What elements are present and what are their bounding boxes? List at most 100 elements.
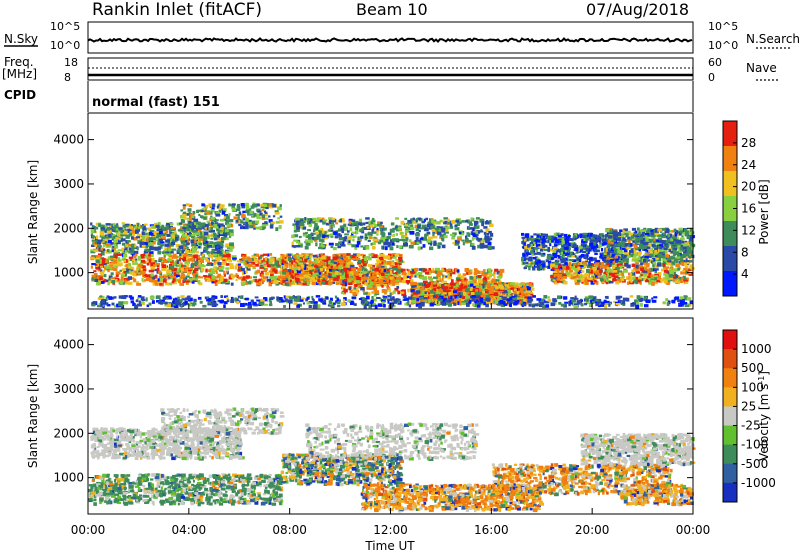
power-cell [386, 279, 389, 283]
power-cell [105, 226, 107, 229]
power-cell [251, 205, 255, 208]
power-cell [112, 250, 114, 253]
power-cell [320, 268, 323, 272]
power-cell [420, 227, 425, 229]
power-cell [231, 283, 234, 286]
freq-panel-frame [88, 58, 693, 80]
power-cell [198, 280, 201, 284]
power-cell [202, 254, 205, 257]
power-cell [433, 282, 436, 284]
power-cell [116, 275, 119, 277]
power-cell [465, 236, 467, 239]
power-cell [402, 272, 407, 275]
power-cell [186, 229, 190, 231]
power-cell [136, 236, 140, 238]
power-cell [121, 238, 126, 241]
power-cell [110, 265, 113, 267]
power-cell [186, 203, 190, 206]
power-cell [264, 221, 268, 224]
power-cell [225, 222, 228, 225]
power-cell [249, 225, 254, 228]
power-cell [119, 281, 123, 285]
power-cell [180, 209, 183, 211]
power-cell [368, 232, 372, 235]
power-cell [286, 281, 290, 283]
power-cell [428, 268, 431, 270]
power-cell [330, 233, 333, 236]
power-cell [388, 289, 391, 292]
power-cell [259, 265, 263, 267]
power-cell [291, 260, 293, 264]
power-cell [489, 291, 494, 294]
power-cell [479, 289, 482, 292]
power-cell [162, 244, 165, 246]
power-cell [236, 279, 238, 281]
power-cell [163, 231, 165, 234]
power-cell [134, 244, 136, 247]
power-cell [142, 278, 144, 282]
power-cell [106, 266, 110, 269]
power-cell [385, 239, 389, 242]
power-cell [435, 228, 440, 231]
power-cell [334, 262, 337, 264]
power-cell [445, 227, 450, 230]
power-cell [349, 274, 352, 276]
power-cell [132, 262, 134, 265]
power-cell [195, 274, 198, 277]
power-cell [137, 247, 139, 250]
power-cell [303, 283, 307, 286]
power-cell [343, 254, 347, 257]
power-cell [451, 279, 454, 283]
power-cell [245, 226, 249, 230]
power-cell [431, 278, 433, 281]
power-cell [310, 255, 312, 257]
power-cell [372, 272, 376, 275]
power-cell [231, 274, 234, 277]
power-cell [301, 244, 303, 247]
power-cell [321, 243, 323, 247]
power-cell [246, 222, 248, 225]
power-cell [493, 274, 495, 278]
power-cell [208, 254, 210, 257]
power-cell [205, 227, 207, 230]
power-cell [442, 245, 446, 249]
power-cell [419, 276, 421, 279]
power-cell [409, 239, 412, 242]
power-cell [398, 226, 402, 230]
power-cell [124, 260, 126, 263]
power-cell [280, 204, 282, 207]
power-cell [217, 260, 220, 262]
power-cell [159, 276, 163, 278]
power-cell [225, 267, 229, 270]
power-cell [387, 269, 389, 271]
power-cell [134, 251, 139, 254]
power-cell [120, 270, 123, 272]
power-cell [286, 283, 289, 286]
power-cell [467, 233, 470, 237]
power-cell [298, 283, 303, 285]
power-cell [183, 265, 186, 268]
power-cell [368, 240, 371, 242]
power-cell [265, 272, 269, 275]
power-cell [387, 261, 392, 265]
power-cell [238, 224, 241, 226]
power-cell [452, 220, 456, 224]
power-cell [422, 221, 426, 224]
power-cell [198, 226, 203, 229]
power-cell [171, 251, 174, 253]
power-cell [335, 235, 339, 238]
power-cell [461, 276, 465, 279]
power-cell [361, 277, 365, 280]
power-cell [374, 268, 379, 272]
power-cell [211, 254, 214, 256]
power-cell [393, 278, 395, 282]
power-cell [141, 225, 144, 227]
power-cell [259, 256, 262, 260]
power-cell [338, 267, 341, 269]
power-cell [320, 220, 323, 223]
power-cell [482, 274, 487, 277]
power-cell [471, 292, 475, 295]
power-cell [233, 216, 238, 219]
power-cell [396, 233, 398, 236]
power-cell [144, 224, 148, 226]
